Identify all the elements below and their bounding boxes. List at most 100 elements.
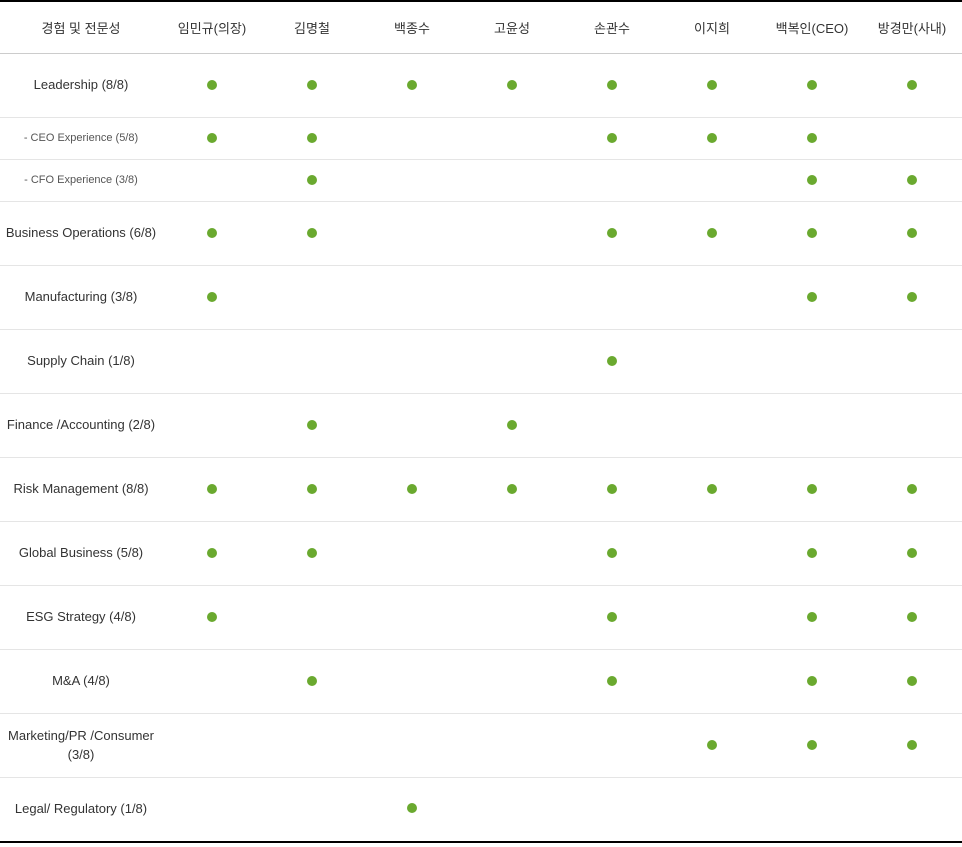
matrix-cell <box>362 54 462 118</box>
row-label: - CEO Experience (5/8) <box>0 118 162 160</box>
row-label: M&A (4/8) <box>0 650 162 714</box>
dot-icon <box>607 356 617 366</box>
dot-icon <box>207 292 217 302</box>
dot-icon <box>907 292 917 302</box>
table-row: - CFO Experience (3/8) <box>0 160 962 202</box>
matrix-cell <box>262 160 362 202</box>
table-row: Marketing/PR /Consumer (3/8) <box>0 714 962 778</box>
dot-icon <box>807 484 817 494</box>
dot-icon <box>807 612 817 622</box>
dot-icon <box>907 175 917 185</box>
matrix-cell <box>262 118 362 160</box>
matrix-cell <box>662 394 762 458</box>
dot-icon <box>807 740 817 750</box>
matrix-cell <box>562 330 662 394</box>
matrix-cell <box>662 118 762 160</box>
matrix-cell <box>462 202 562 266</box>
matrix-cell <box>362 650 462 714</box>
matrix-cell <box>462 330 562 394</box>
matrix-cell <box>762 202 862 266</box>
matrix-cell <box>362 330 462 394</box>
matrix-cell <box>562 54 662 118</box>
dot-icon <box>507 484 517 494</box>
matrix-cell <box>762 778 862 842</box>
matrix-cell <box>662 458 762 522</box>
matrix-cell <box>662 522 762 586</box>
table-row: Risk Management (8/8) <box>0 458 962 522</box>
matrix-cell <box>162 330 262 394</box>
matrix-cell <box>362 522 462 586</box>
matrix-cell <box>862 586 962 650</box>
matrix-cell <box>662 160 762 202</box>
matrix-cell <box>862 118 962 160</box>
table-row: Finance /Accounting (2/8) <box>0 394 962 458</box>
matrix-cell <box>462 160 562 202</box>
row-label: Global Business (5/8) <box>0 522 162 586</box>
dot-icon <box>907 612 917 622</box>
matrix-cell <box>462 266 562 330</box>
matrix-cell <box>162 54 262 118</box>
dot-icon <box>607 548 617 558</box>
dot-icon <box>207 612 217 622</box>
matrix-cell <box>462 118 562 160</box>
matrix-cell <box>362 118 462 160</box>
dot-icon <box>207 80 217 90</box>
matrix-cell <box>362 160 462 202</box>
matrix-cell <box>662 586 762 650</box>
matrix-cell <box>862 330 962 394</box>
dot-icon <box>507 420 517 430</box>
matrix-cell <box>762 330 862 394</box>
matrix-cell <box>162 394 262 458</box>
table-row: Global Business (5/8) <box>0 522 962 586</box>
row-label: Leadership (8/8) <box>0 54 162 118</box>
matrix-cell <box>762 458 862 522</box>
matrix-cell <box>362 458 462 522</box>
dot-icon <box>307 420 317 430</box>
row-label: Business Operations (6/8) <box>0 202 162 266</box>
matrix-cell <box>362 778 462 842</box>
matrix-cell <box>162 778 262 842</box>
dot-icon <box>607 484 617 494</box>
matrix-cell <box>562 458 662 522</box>
dot-icon <box>707 484 717 494</box>
matrix-cell <box>162 586 262 650</box>
column-header: 김명철 <box>262 1 362 54</box>
matrix-cell <box>562 650 662 714</box>
matrix-cell <box>562 714 662 778</box>
table-header-row: 경험 및 전문성 임민규(의장)김명철백종수고윤성손관수이지희백복인(CEO)방… <box>0 1 962 54</box>
dot-icon <box>907 484 917 494</box>
matrix-cell <box>362 586 462 650</box>
matrix-cell <box>562 394 662 458</box>
matrix-cell <box>862 160 962 202</box>
matrix-cell <box>262 522 362 586</box>
matrix-cell <box>762 118 862 160</box>
matrix-cell <box>762 266 862 330</box>
dot-icon <box>807 80 817 90</box>
matrix-cell <box>762 714 862 778</box>
dot-icon <box>707 228 717 238</box>
dot-icon <box>707 80 717 90</box>
matrix-cell <box>462 778 562 842</box>
matrix-cell <box>462 714 562 778</box>
dot-icon <box>607 676 617 686</box>
matrix-cell <box>762 160 862 202</box>
dot-icon <box>907 548 917 558</box>
dot-icon <box>207 228 217 238</box>
matrix-cell <box>162 458 262 522</box>
dot-icon <box>707 740 717 750</box>
matrix-cell <box>162 118 262 160</box>
skills-matrix-table: 경험 및 전문성 임민규(의장)김명철백종수고윤성손관수이지희백복인(CEO)방… <box>0 0 962 843</box>
dot-icon <box>307 548 317 558</box>
corner-header: 경험 및 전문성 <box>0 1 162 54</box>
matrix-cell <box>362 714 462 778</box>
dot-icon <box>907 80 917 90</box>
matrix-cell <box>462 650 562 714</box>
matrix-cell <box>162 714 262 778</box>
matrix-cell <box>162 266 262 330</box>
dot-icon <box>507 80 517 90</box>
matrix-cell <box>562 266 662 330</box>
matrix-cell <box>462 394 562 458</box>
row-label: Risk Management (8/8) <box>0 458 162 522</box>
matrix-cell <box>762 54 862 118</box>
matrix-cell <box>162 160 262 202</box>
